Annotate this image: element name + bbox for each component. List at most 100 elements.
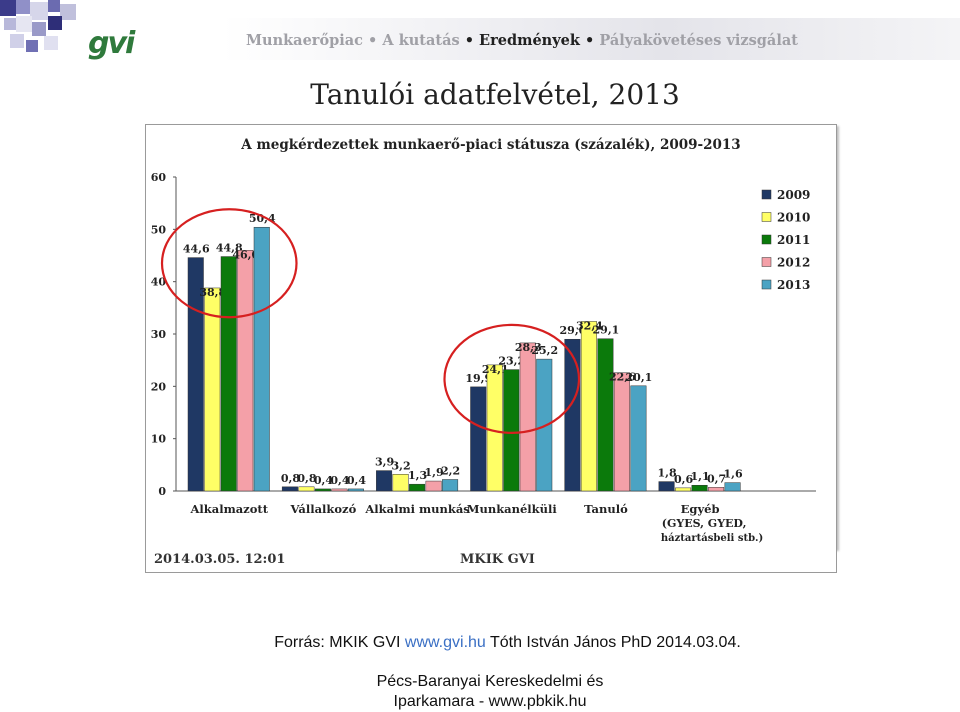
legend-swatch-2013 <box>761 279 772 290</box>
bar-2013-1 <box>347 488 364 492</box>
data-label: 0,7 <box>707 472 726 485</box>
bar-2009-4 <box>564 338 581 492</box>
data-label: 50,4 <box>249 212 276 225</box>
bar-2009-2 <box>376 470 393 492</box>
highlight-ellipse <box>443 323 581 434</box>
data-label: 2,2 <box>441 464 460 477</box>
data-label: 1,1 <box>691 470 710 483</box>
breadcrumb-item-eredmenyek[interactable]: Eredmények <box>479 32 580 49</box>
data-label: 0,8 <box>297 472 316 485</box>
category-sublabel: (GYES, GYED, <box>662 517 747 530</box>
data-label: 0,6 <box>674 473 693 486</box>
data-label: 22,6 <box>609 371 636 384</box>
source-prefix: Forrás: MKIK GVI <box>274 634 401 651</box>
source-link[interactable]: www.gvi.hu <box>404 634 486 651</box>
category-label: Vállalkozó <box>290 502 357 516</box>
chart-container: A megkérdezettek munkaerő-piaci státusza… <box>145 124 837 549</box>
bar-2011-5 <box>691 484 708 492</box>
data-label: 0,4 <box>330 474 349 487</box>
data-label: 38,8 <box>199 286 226 299</box>
data-label: 0,4 <box>347 474 366 487</box>
category-sublabel: háztartásbeli stb.) <box>661 533 763 544</box>
bar-2009-5 <box>658 481 675 492</box>
bar-2013-3 <box>536 358 553 492</box>
chart-timestamp: 2014.03.05. 12:01 <box>154 552 286 567</box>
bar-2009-3 <box>470 386 487 492</box>
data-label: 46,0 <box>232 248 259 261</box>
breadcrumb-item-palyakovetes[interactable]: Pályakövetéses vizsgálat <box>599 32 798 49</box>
data-label: 23,2 <box>498 355 525 368</box>
bar-2012-0 <box>237 250 254 492</box>
bar-2009-0 <box>187 257 204 492</box>
organization-line-1: Pécs-Baranyai Kereskedelmi és <box>376 673 604 690</box>
legend-label: 2013 <box>777 278 810 292</box>
data-label: 20,1 <box>626 371 653 384</box>
bar-2012-5 <box>708 487 725 492</box>
bar-chart: A megkérdezettek munkaerő-piaci státusza… <box>151 137 818 544</box>
data-label: 28,3 <box>515 341 542 354</box>
data-label: 3,2 <box>392 459 411 472</box>
data-label: 1,8 <box>658 467 677 480</box>
organization-line-2: Iparkamara - www.pbkik.hu <box>393 693 587 710</box>
bar-2011-0 <box>220 256 237 492</box>
bar-2010-1 <box>298 486 315 492</box>
bar-2010-2 <box>392 474 409 492</box>
breadcrumb-item-kutatas[interactable]: A kutatás <box>382 32 460 49</box>
data-label: 0,4 <box>314 474 333 487</box>
gvi-logo: gvi <box>88 26 135 61</box>
decorative-squares <box>0 0 80 60</box>
data-label: 0,8 <box>281 472 300 485</box>
data-label: 1,6 <box>724 468 743 481</box>
y-tick-label: 10 <box>151 433 167 446</box>
data-label: 1,3 <box>408 469 427 482</box>
data-label: 25,2 <box>531 344 558 357</box>
bar-2011-4 <box>597 338 614 492</box>
bar-2012-3 <box>519 342 536 492</box>
data-label: 44,8 <box>216 242 243 255</box>
bar-2012-4 <box>613 372 630 492</box>
bar-2012-1 <box>331 488 348 492</box>
y-tick-label: 50 <box>151 223 167 236</box>
slide-title: Tanulói adatfelvétel, 2013 <box>310 78 680 111</box>
bar-2010-5 <box>675 487 692 492</box>
bar-2013-5 <box>724 482 741 492</box>
bar-2013-0 <box>253 226 270 492</box>
legend-swatch-2009 <box>761 189 772 200</box>
legend-label: 2009 <box>777 188 810 202</box>
breadcrumb-separator: • <box>464 32 474 49</box>
bar-2013-2 <box>442 479 459 492</box>
category-label: Alkalmazott <box>189 502 268 516</box>
data-label: 24,1 <box>482 363 509 376</box>
category-label: Munkanélküli <box>467 502 558 516</box>
y-tick-label: 20 <box>151 380 167 393</box>
chart-source-label: MKIK GVI <box>460 552 535 567</box>
legend-label: 2012 <box>777 256 810 270</box>
breadcrumb-separator: • <box>368 32 378 49</box>
data-label: 1,9 <box>425 466 444 479</box>
category-label: Egyéb <box>681 502 720 516</box>
legend-swatch-2010 <box>761 212 772 222</box>
legend-label: 2010 <box>777 211 810 225</box>
bar-2010-3 <box>486 364 503 492</box>
data-label: 32,4 <box>576 319 603 332</box>
bar-2013-4 <box>630 385 647 492</box>
bar-2011-1 <box>314 488 331 492</box>
y-tick-label: 30 <box>151 328 167 341</box>
breadcrumb: Munkaerőpiac • A kutatás • Eredmények • … <box>246 32 798 49</box>
legend-swatch-2012 <box>761 257 772 267</box>
breadcrumb-item-munkaeropiac[interactable]: Munkaerőpiac <box>246 32 363 49</box>
y-tick-label: 40 <box>151 276 167 289</box>
highlight-ellipse <box>160 208 298 319</box>
category-label: Alkalmi munkás <box>364 502 469 516</box>
legend-swatch-2011 <box>761 234 772 245</box>
chart-title: A megkérdezettek munkaerő-piaci státusza… <box>240 137 740 153</box>
header-bar <box>222 18 960 60</box>
breadcrumb-separator: • <box>584 32 595 49</box>
source-suffix: Tóth István János PhD 2014.03.04. <box>489 634 741 651</box>
category-label: Tanuló <box>584 502 628 516</box>
legend-label: 2011 <box>777 233 810 247</box>
y-tick-label: 60 <box>151 171 167 184</box>
bar-2011-3 <box>503 369 520 492</box>
data-label: 3,9 <box>375 456 394 469</box>
bar-2012-2 <box>425 480 442 492</box>
